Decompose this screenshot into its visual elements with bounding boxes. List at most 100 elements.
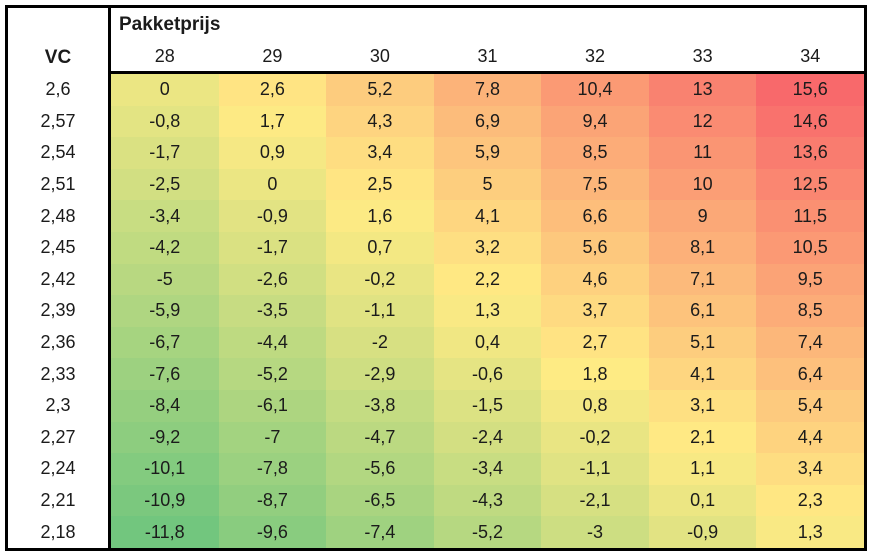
corner-label-vc: VC [44, 46, 72, 68]
heatmap-cell: 1,3 [756, 516, 864, 548]
heatmap-cell: 1,3 [433, 295, 542, 327]
heatmap-cell: 10,4 [541, 74, 649, 106]
heatmap-cell: -0,2 [541, 421, 649, 454]
corner-empty-cell [8, 8, 108, 41]
heatmap-cell: 2,1 [648, 421, 757, 454]
heatmap-cell: 2,7 [541, 326, 649, 359]
heatmap-cell: -2,4 [433, 421, 542, 454]
heatmap-cell: 0,9 [218, 137, 327, 169]
heatmap-cell: 8,1 [648, 232, 757, 264]
heatmap-cell: 3,1 [648, 390, 757, 422]
heatmap-cell: -0,2 [326, 263, 434, 296]
heatmap-cell: 1,1 [648, 453, 757, 485]
column-header: 28 [154, 45, 175, 66]
heatmap-cell: 1,8 [541, 358, 649, 390]
heatmap-cell: -2,6 [218, 263, 327, 296]
heatmap-cell: 15,6 [756, 74, 864, 106]
heatmap-cell: 0 [218, 168, 327, 201]
table-frame: VC 2,6 2,57 2,54 2,51 2,48 2,45 2,42 2,39 2,36 2,… [5, 5, 867, 551]
row-labels-column: 2,6 2,57 2,54 2,51 2,48 2,45 2,42 2,39 2,36 2,33 2… [8, 74, 108, 548]
row-label: 2,21 [40, 490, 76, 511]
heatmap-cell: -10,9 [111, 484, 219, 517]
heatmap-cell: -1,7 [218, 232, 327, 264]
row-label: 2,54 [40, 142, 76, 163]
heatmap-cell: -4,7 [326, 421, 434, 454]
heatmap-cell: 2,3 [756, 484, 864, 517]
heatmap-cell: -1,1 [326, 295, 434, 327]
heatmap-cell: -3,4 [111, 200, 219, 232]
heatmap-cell: 9,5 [756, 263, 864, 296]
heatmap-cell: -6,5 [326, 484, 434, 517]
heatmap-cell: -1,7 [111, 137, 219, 169]
row-label: 2,24 [40, 458, 76, 479]
heatmap-cell: 5,6 [541, 232, 649, 264]
heatmap-cell: 4,1 [433, 200, 542, 232]
heatmap-cell: 6,1 [648, 295, 757, 327]
column-headers: 28 29 30 31 32 33 34 [111, 41, 864, 74]
heatmap-cell: -1,1 [541, 453, 649, 485]
heatmap-cell: -2,9 [326, 358, 434, 390]
heatmap-cell: -1,5 [433, 390, 542, 422]
heatmap-cell: 9,4 [541, 105, 649, 138]
heatmap-cell: 9 [648, 200, 757, 232]
column-header: 30 [369, 45, 390, 66]
vc-column: VC 2,6 2,57 2,54 2,51 2,48 2,45 2,42 2,39 2,36 2,… [8, 8, 108, 548]
row-label: 2,45 [40, 237, 76, 258]
heatmap-cell: -4,4 [218, 326, 327, 359]
heatmap-cell: -2,5 [111, 168, 219, 201]
row-label: 2,39 [40, 300, 76, 321]
heatmap-cell: -4,3 [433, 484, 542, 517]
heatmap-cell: -3,5 [218, 295, 327, 327]
heatmap-cells: 0 2,6 5,2 7,8 10,4 13 15,6 -0,8 1,7 4,3 6,9 9,4 12 14… [111, 74, 864, 548]
data-area: Pakketprijs 28 29 30 31 32 33 34 0 2,6 5,2 7,8 10,… [108, 8, 864, 548]
row-label: 2,27 [40, 426, 76, 447]
heatmap-cell: 0,7 [326, 232, 434, 264]
heatmap-cell: -3,4 [433, 453, 542, 485]
heatmap-cell: 5 [433, 168, 542, 201]
column-header: 31 [477, 45, 498, 66]
heatmap-cell: -4,2 [111, 232, 219, 264]
heatmap-cell: 13,6 [756, 137, 864, 169]
heatmap-cell: 13 [648, 74, 757, 106]
column-header: 34 [800, 45, 821, 66]
heatmap-cell: 3,2 [433, 232, 542, 264]
heatmap-cell: 7,4 [756, 326, 864, 359]
heatmap-cell: 0,8 [541, 390, 649, 422]
row-label: 2,57 [40, 110, 76, 131]
heatmap-cell: 4,6 [541, 263, 649, 296]
heatmap-cell: 10 [648, 168, 757, 201]
heatmap-cell: 3,4 [326, 137, 434, 169]
heatmap-cell: 0,4 [433, 326, 542, 359]
heatmap-cell: 5,2 [326, 74, 434, 106]
heatmap-cell: -5,2 [433, 516, 542, 548]
heatmap-cell: 6,6 [541, 200, 649, 232]
heatmap-cell: 7,8 [433, 74, 542, 106]
heatmap-cell: 6,9 [433, 105, 542, 138]
heatmap-cell: -8,7 [218, 484, 327, 517]
heatmap-cell: 10,5 [756, 232, 864, 264]
heatmap-cell: 2,6 [218, 74, 327, 106]
table-title-row: Pakketprijs [111, 8, 864, 41]
heatmap-cell: 11,5 [756, 200, 864, 232]
heatmap-cell: 4,4 [756, 421, 864, 454]
column-header: 33 [692, 45, 713, 66]
heatmap-cell: 2,2 [433, 263, 542, 296]
heatmap-cell: 0,1 [648, 484, 757, 517]
heatmap-cell: -10,1 [111, 453, 219, 485]
heatmap-cell: 6,4 [756, 358, 864, 390]
row-label: 2,33 [40, 363, 76, 384]
heatmap-cell: -9,6 [218, 516, 327, 548]
heatmap-cell: 7,1 [648, 263, 757, 296]
heatmap-cell: 3,7 [541, 295, 649, 327]
heatmap-cell: -9,2 [111, 421, 219, 454]
heatmap-cell: -7,4 [326, 516, 434, 548]
heatmap-cell: 12 [648, 105, 757, 138]
heatmap-cell: -11,8 [111, 516, 219, 548]
heatmap-cell: -0,9 [648, 516, 757, 548]
heatmap-cell: 7,5 [541, 168, 649, 201]
row-label: 2,3 [45, 395, 71, 416]
heatmap-cell: 4,3 [326, 105, 434, 138]
heatmap-cell: 4,1 [648, 358, 757, 390]
heatmap-cell: 5,1 [648, 326, 757, 359]
row-label: 2,6 [45, 79, 71, 100]
